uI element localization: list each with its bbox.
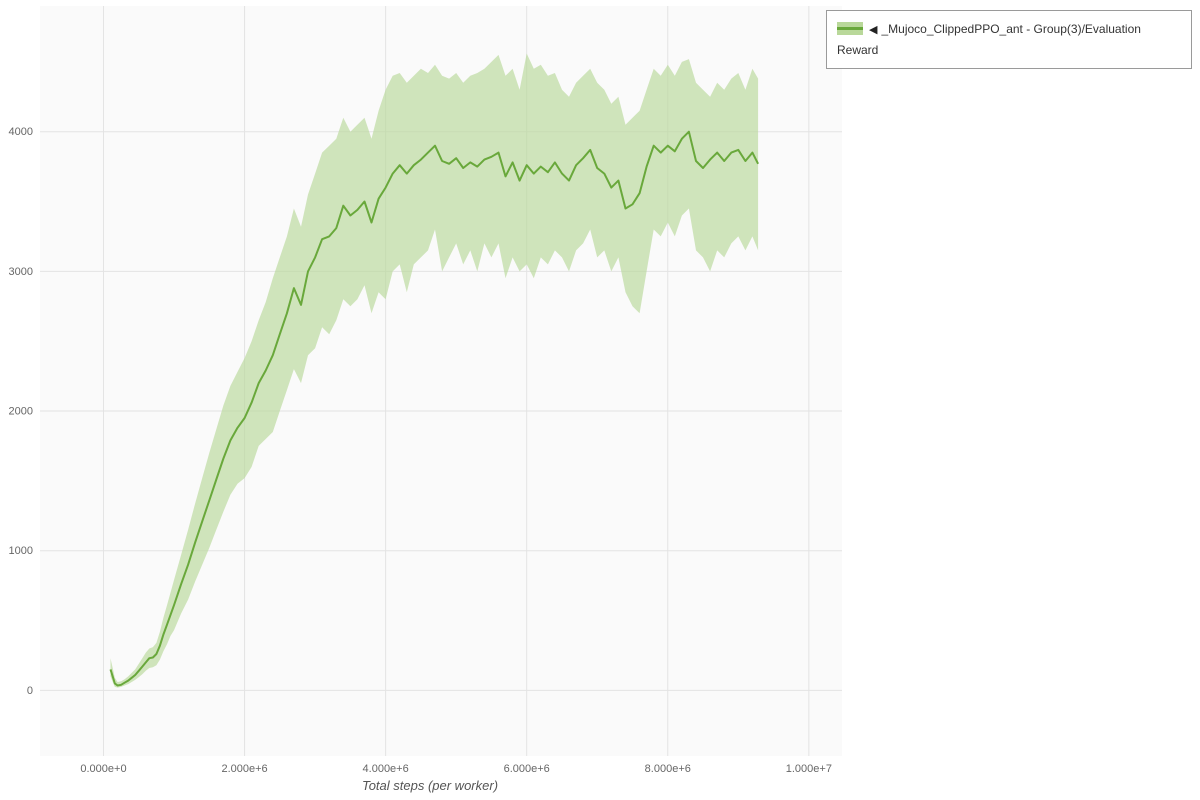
stddev-band <box>110 53 759 688</box>
legend-collapse-icon[interactable]: ◀ <box>869 24 878 36</box>
reward-chart[interactable]: 0.000e+0 2.000e+6 4.000e+6 6.000e+6 8.000e+6… <box>0 0 860 800</box>
mean-reward-line <box>109 130 759 687</box>
x-tick-label: 4.000e+6 <box>363 763 409 775</box>
x-tick-label: 0.000e+0 <box>80 763 126 775</box>
legend-series-label: _Mujoco_ClippedPPO_ant - Group(3)/Evalua… <box>837 22 1141 57</box>
legend-swatch <box>837 22 863 35</box>
legend-line-swatch <box>837 27 863 30</box>
x-tick-label: 8.000e+6 <box>645 763 691 775</box>
x-axis-title: Total steps (per worker) <box>361 778 499 793</box>
y-tick-label: 1000 <box>9 545 33 557</box>
y-tick-label: 4000 <box>9 126 33 138</box>
x-tick-label: 1.000e+7 <box>786 763 832 775</box>
y-tick-label: 2000 <box>9 406 33 418</box>
x-tick-label: 6.000e+6 <box>504 763 550 775</box>
y-tick-label: 0 <box>27 685 33 697</box>
legend[interactable]: ◀ _Mujoco_ClippedPPO_ant - Group(3)/Evalu… <box>826 10 1192 70</box>
y-tick-label: 3000 <box>9 266 33 278</box>
x-tick-label: 2.000e+6 <box>221 763 267 775</box>
